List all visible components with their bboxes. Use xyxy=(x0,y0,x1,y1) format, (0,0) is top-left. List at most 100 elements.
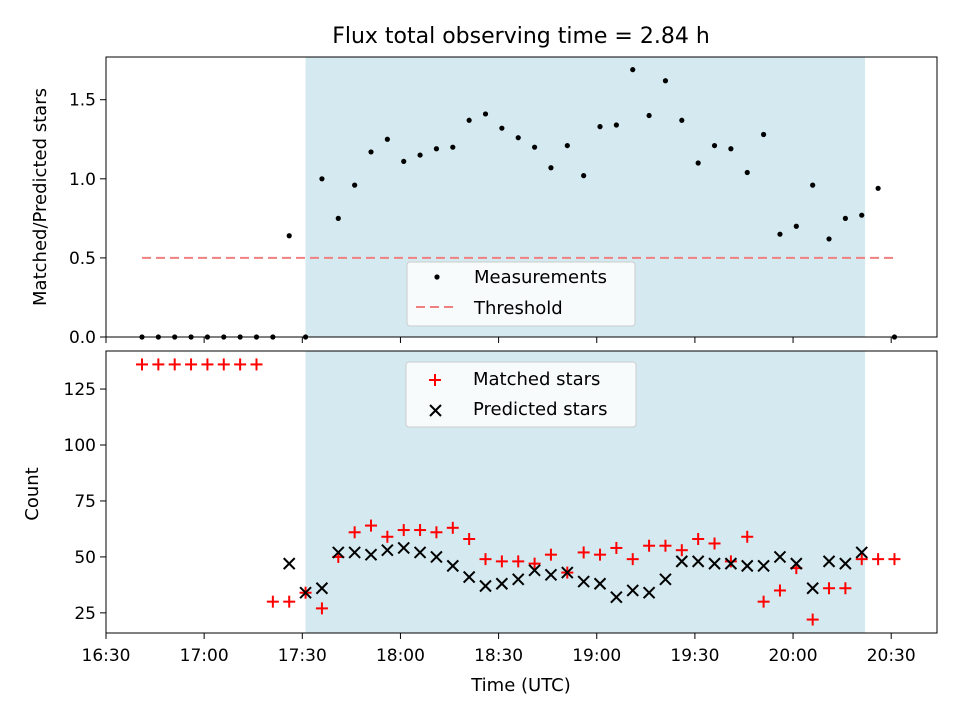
matched-star-point xyxy=(234,358,247,371)
measurement-point xyxy=(826,236,832,242)
top-y-tick-label: 0.0 xyxy=(69,328,96,348)
measurement-point xyxy=(630,67,636,73)
matched-star-point xyxy=(823,582,836,595)
predicted-star-point xyxy=(741,559,754,573)
predicted-star-point xyxy=(283,557,296,570)
x-tick-label: 18:30 xyxy=(474,646,523,666)
matched-star-point xyxy=(135,358,148,371)
matched-star-point xyxy=(348,526,361,539)
legend-predicted-label: Predicted stars xyxy=(473,399,607,420)
legend-measurements-label: Measurements xyxy=(474,267,607,288)
predicted-star-point xyxy=(724,557,738,570)
top-x-ticks xyxy=(105,337,892,343)
matched-star-point xyxy=(626,553,639,566)
top-y-tick-label: 0.5 xyxy=(69,249,96,269)
bottom-legend-box xyxy=(405,361,637,428)
predicted-star-point xyxy=(855,546,868,559)
measurement-point xyxy=(499,125,505,131)
matched-star-point xyxy=(544,548,557,561)
predicted-star-point xyxy=(757,559,770,573)
measurement-point xyxy=(793,223,799,229)
measurement-point xyxy=(744,169,750,176)
bottom-y-tick-label: 75 xyxy=(74,492,96,512)
measurement-point xyxy=(581,173,587,179)
matched-star-point xyxy=(839,582,852,595)
matched-star-point xyxy=(168,358,181,371)
matched-star-point xyxy=(724,555,737,568)
matched-star-point xyxy=(643,539,656,552)
bottom-legend: Matched stars Predicted stars xyxy=(405,361,637,428)
top-axes-frame xyxy=(105,56,938,338)
top-y-axis-label: Matched/Predicted stars xyxy=(30,88,51,306)
measurement-point xyxy=(646,112,652,119)
predicted-star-point xyxy=(642,586,656,599)
predicted-star-point xyxy=(561,566,574,579)
matched-star-point xyxy=(414,524,427,537)
x-tick-label: 17:30 xyxy=(278,646,327,666)
predicted-star-point xyxy=(512,573,525,586)
matched-star-point xyxy=(315,602,328,615)
predicted-star-point xyxy=(626,584,639,597)
legend-matched-marker xyxy=(429,374,441,386)
matched-star-point xyxy=(446,521,459,534)
predicted-star-point xyxy=(462,570,476,584)
matched-star-point xyxy=(708,537,721,550)
matched-star-point xyxy=(266,595,279,608)
matched-star-point xyxy=(855,553,868,566)
predicted-stars-points xyxy=(283,541,868,604)
predicted-star-point xyxy=(479,579,492,593)
measurement-point xyxy=(613,122,619,128)
measurement-point xyxy=(679,117,685,123)
measurement-point xyxy=(515,135,521,141)
matched-star-point xyxy=(217,358,230,371)
predicted-star-point xyxy=(315,582,329,595)
x-axis-label: Time (UTC) xyxy=(470,675,571,696)
top-legend-box xyxy=(406,261,636,327)
measurement-point xyxy=(417,152,423,158)
measurement-point xyxy=(482,111,489,117)
bottom-y-tick-label: 25 xyxy=(74,604,96,624)
bottom-y-ticks: 25 50 75 100 125 xyxy=(64,380,106,624)
matched-star-point xyxy=(741,530,754,543)
measurement-point xyxy=(875,185,881,191)
top-panel: 0.0 0.5 1.0 1.5 Measurements Threshold Flux… xyxy=(30,24,938,348)
matched-star-point xyxy=(659,539,672,552)
matched-star-point xyxy=(381,530,394,543)
measurement-point xyxy=(842,215,848,221)
predicted-star-point xyxy=(610,590,623,604)
measurement-point xyxy=(810,182,816,188)
predicted-star-point xyxy=(691,555,705,568)
measurement-point xyxy=(564,142,570,149)
matched-star-point xyxy=(152,358,165,371)
bottom-y-tick-label: 125 xyxy=(64,380,96,400)
predicted-star-point xyxy=(413,546,427,559)
measurement-point xyxy=(728,146,734,152)
measurement-point xyxy=(466,117,472,123)
legend-threshold-label: Threshold xyxy=(473,298,563,319)
measurement-point xyxy=(450,144,456,150)
x-tick-label: 19:30 xyxy=(670,646,719,666)
top-legend: Measurements Threshold xyxy=(406,261,636,327)
predicted-star-point xyxy=(839,557,852,570)
measurement-point xyxy=(777,231,783,237)
matched-star-point xyxy=(365,519,378,532)
predicted-star-point xyxy=(593,577,607,590)
matched-star-point xyxy=(692,533,705,545)
predicted-star-point xyxy=(708,557,721,570)
predicted-star-point xyxy=(332,546,345,559)
matched-star-point xyxy=(872,553,885,566)
measurement-point xyxy=(761,131,767,138)
measurement-point xyxy=(597,124,603,130)
measurement-point xyxy=(319,176,325,182)
predicted-star-point xyxy=(348,546,361,559)
matched-star-point xyxy=(888,553,901,566)
bottom-y-tick-label: 50 xyxy=(74,548,96,568)
matched-star-point xyxy=(430,526,443,539)
x-tick-label: 19:00 xyxy=(572,646,621,666)
predicted-star-point xyxy=(822,555,836,568)
x-tick-label: 20:30 xyxy=(867,646,916,666)
predicted-star-point xyxy=(675,555,689,568)
measurement-point xyxy=(401,158,407,165)
matched-star-point xyxy=(594,548,607,561)
